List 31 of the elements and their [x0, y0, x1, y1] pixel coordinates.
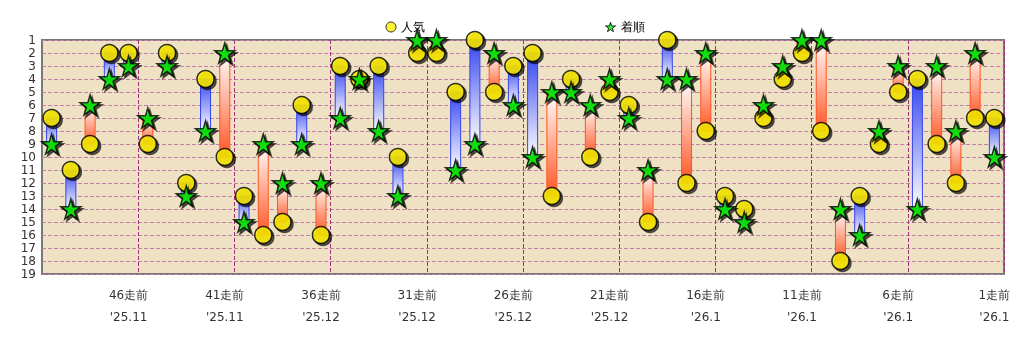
y-tick-label: 5 [28, 85, 36, 99]
x-tick-label: 21走前 '25.12 [589, 288, 630, 324]
y-tick-label: 6 [28, 98, 36, 112]
y-tick-label: 8 [28, 124, 36, 138]
x-tick-label: 11走前 '26.1 [782, 288, 822, 324]
y-tick-label: 16 [20, 228, 36, 242]
x-tick-label: 36走前 '25.12 [301, 288, 341, 324]
legend-label: 着順 [620, 20, 645, 34]
x-tick-label: 46走前 '25.11 [108, 288, 149, 324]
x-tick-label: 6走前 '26.1 [882, 288, 914, 324]
y-tick-label: 15 [20, 215, 36, 229]
x-tick-label: 31走前 '25.12 [397, 288, 437, 324]
y-tick-label: 13 [20, 189, 36, 203]
y-tick-label: 9 [28, 137, 36, 151]
y-tick-label: 17 [20, 241, 36, 255]
y-tick-label: 18 [20, 254, 36, 268]
x-tick-label: 1走前 '26.1 [978, 288, 1011, 324]
y-tick-label: 7 [28, 111, 36, 125]
legend-label: 人気 [401, 20, 425, 34]
x-tick-label: 16走前 '26.1 [686, 288, 726, 324]
y-tick-label: 14 [20, 202, 36, 216]
y-tick-label: 19 [20, 267, 36, 281]
y-tick-label: 12 [20, 176, 36, 190]
x-tick-label: 26走前 '25.12 [493, 288, 534, 324]
x-tick-label: 41走前 '25.11 [205, 288, 245, 324]
y-tick-label: 3 [28, 59, 36, 73]
y-tick-label: 10 [20, 150, 36, 164]
y-tick-label: 4 [28, 72, 36, 86]
y-tick-label: 11 [20, 163, 36, 177]
y-tick-label: 1 [28, 33, 36, 47]
y-tick-label: 2 [28, 46, 36, 60]
